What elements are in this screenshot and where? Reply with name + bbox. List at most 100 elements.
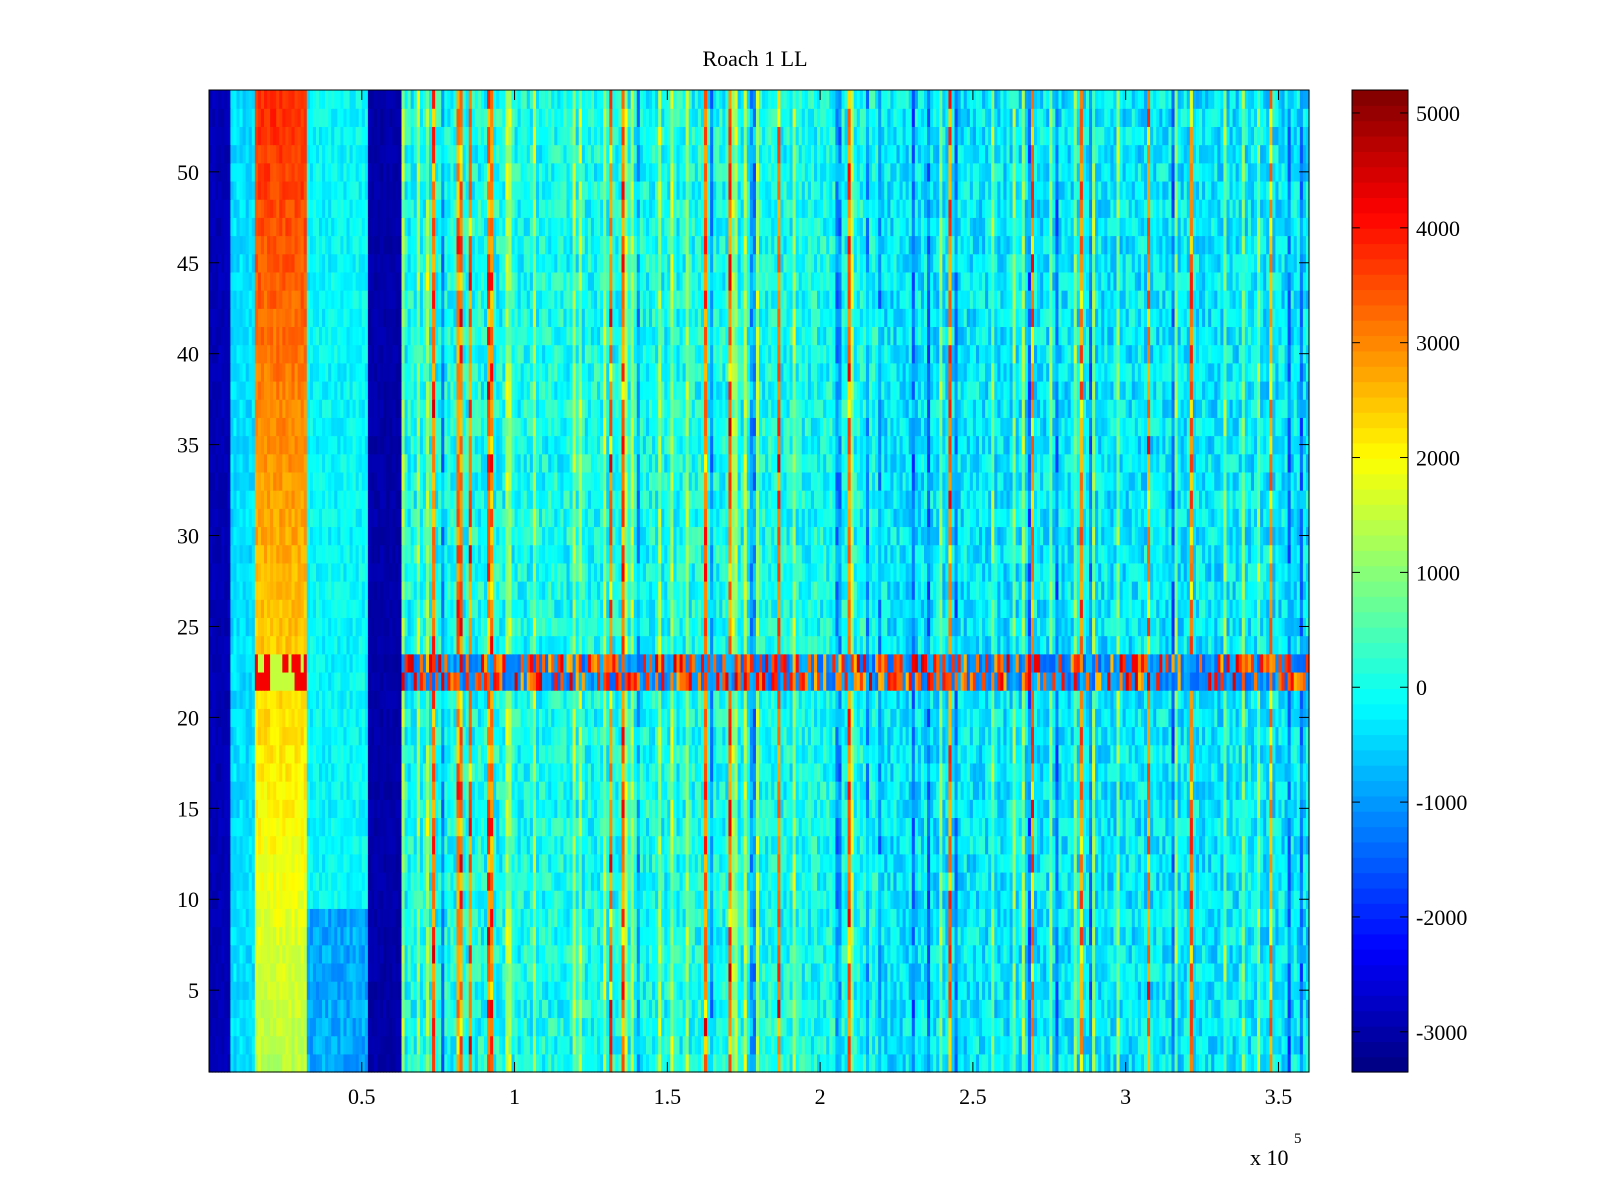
heatmap-cell: [1189, 1017, 1194, 1037]
heatmap-cell: [227, 981, 231, 1000]
heatmap-cell: [869, 981, 873, 1000]
heatmap-cell: [814, 944, 818, 964]
heatmap-cell: [389, 999, 393, 1019]
heatmap-cell: [224, 999, 228, 1019]
heatmap-cell: [710, 944, 714, 964]
heatmap-cell: [1305, 1053, 1310, 1073]
heatmap-cell: [352, 944, 357, 964]
heatmap-cell: [230, 944, 235, 964]
heatmap-cell: [340, 1053, 345, 1073]
heatmap-cell: [966, 1017, 971, 1037]
heatmap-cell: [514, 962, 519, 982]
heatmap-cell: [786, 944, 791, 964]
heatmap-cell: [325, 1017, 329, 1037]
heatmap-cell: [1003, 999, 1008, 1019]
heatmap-cell: [511, 1035, 516, 1055]
heatmap-cell: [966, 981, 971, 1000]
heatmap-cell: [532, 1017, 537, 1037]
heatmap-cell: [1009, 1053, 1014, 1073]
heatmap-cell: [963, 999, 968, 1019]
heatmap-cell: [251, 1017, 256, 1037]
heatmap-cell: [743, 1035, 748, 1055]
heatmap-cell: [374, 1053, 378, 1073]
heatmap-cell: [1214, 1017, 1218, 1037]
heatmap-cell: [1095, 999, 1099, 1019]
heatmap-cell: [655, 1035, 659, 1055]
heatmap-cell: [465, 981, 470, 1000]
heatmap-cell: [1012, 944, 1017, 964]
heatmap-cell: [930, 1035, 934, 1055]
heatmap-cell: [887, 1017, 891, 1037]
heatmap-cell: [1302, 999, 1307, 1019]
heatmap-cell: [490, 999, 494, 1019]
heatmap-cell: [1122, 1053, 1127, 1073]
heatmap-cell: [557, 1017, 561, 1037]
heatmap-cell: [902, 944, 907, 964]
heatmap-cell: [1128, 962, 1133, 982]
heatmap-cell: [349, 981, 354, 1000]
heatmap-cell: [636, 981, 641, 1000]
heatmap-cell: [814, 1053, 818, 1073]
heatmap-cell: [994, 1035, 998, 1055]
heatmap-cell: [1174, 962, 1179, 982]
heatmap-cell: [991, 962, 995, 982]
heatmap-cell: [236, 1053, 241, 1073]
heatmap-cell: [1046, 981, 1050, 1000]
heatmap-cell: [1241, 962, 1246, 982]
heatmap-cell: [380, 981, 384, 1000]
heatmap-cell: [951, 981, 956, 1000]
heatmap-cell: [1168, 944, 1173, 964]
heatmap-cell: [930, 1053, 934, 1073]
heatmap-cell: [795, 962, 800, 982]
heatmap-cell: [1284, 1017, 1289, 1037]
heatmap-cell: [239, 1017, 244, 1037]
heatmap-cell: [832, 1035, 836, 1055]
heatmap-cell: [1223, 962, 1228, 982]
heatmap-cell: [1260, 1053, 1264, 1073]
heatmap-cell: [704, 981, 708, 1000]
heatmap-cell: [664, 981, 668, 1000]
heatmap-cell: [529, 1035, 534, 1055]
heatmap-cell: [590, 1053, 595, 1073]
heatmap-cell: [1107, 981, 1111, 1000]
heatmap-cell: [1202, 1035, 1206, 1055]
heatmap-cell: [395, 1053, 400, 1073]
heatmap-cell: [1058, 981, 1063, 1000]
heatmap-cell: [270, 962, 274, 982]
heatmap-cell: [704, 1053, 708, 1073]
heatmap-cell: [600, 1017, 604, 1037]
heatmap-cell: [288, 1035, 293, 1055]
heatmap-cell: [407, 1017, 412, 1037]
heatmap-cell: [563, 999, 568, 1019]
heatmap-cell: [383, 1017, 387, 1037]
heatmap-cell: [639, 999, 644, 1019]
heatmap-cell: [991, 1053, 995, 1073]
heatmap-cell: [801, 981, 806, 1000]
heatmap-cell: [587, 1017, 592, 1037]
heatmap-cell: [392, 1053, 396, 1073]
heatmap-cell: [939, 944, 943, 964]
heatmap-cell: [939, 1035, 943, 1055]
heatmap-cell: [514, 944, 519, 964]
heatmap-cell: [462, 999, 467, 1019]
heatmap-cell: [496, 1053, 500, 1073]
heatmap-cell: [401, 944, 406, 964]
heatmap-cell: [972, 1035, 977, 1055]
heatmap-cell: [985, 999, 989, 1019]
heatmap-cell: [865, 962, 870, 982]
heatmap-cell: [841, 962, 846, 982]
heatmap-cell: [1226, 999, 1231, 1019]
heatmap-cell: [966, 962, 971, 982]
heatmap-cell: [1003, 1017, 1008, 1037]
heatmap-cell: [661, 944, 665, 964]
heatmap-cell: [713, 944, 717, 964]
heatmap-cell: [578, 1017, 583, 1037]
heatmap-cell: [505, 1017, 510, 1037]
heatmap-cell: [380, 1035, 384, 1055]
heatmap-cell: [233, 1053, 238, 1073]
heatmap-cell: [1226, 1035, 1231, 1055]
heatmap-cell: [487, 962, 491, 982]
heatmap-cell: [731, 981, 736, 1000]
heatmap-cell: [768, 981, 772, 1000]
heatmap-cell: [603, 1017, 607, 1037]
